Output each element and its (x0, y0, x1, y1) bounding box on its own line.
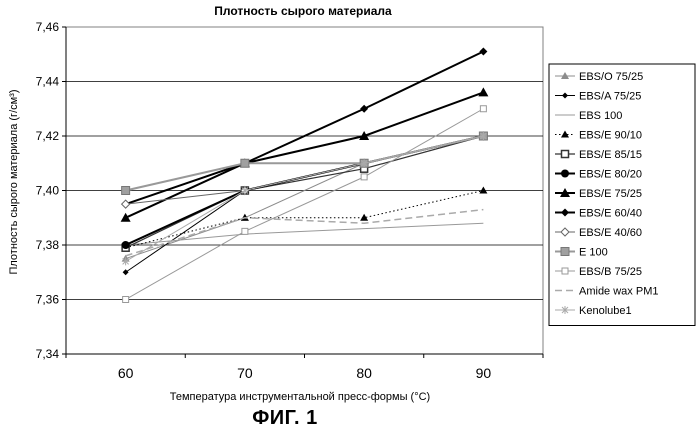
series-marker (480, 106, 486, 112)
x-tick-label: 80 (356, 365, 372, 381)
x-tick-label: 70 (237, 365, 253, 381)
legend-label: EBS/E 90/10 (579, 130, 642, 142)
series-marker (241, 159, 249, 167)
x-axis-label: Температура инструментальной пресс-формы… (170, 391, 430, 403)
y-axis-ticks: 7,34 7,36 7,38 7,40 7,42 7,44 7,46 (36, 20, 66, 361)
legend-label: EBS/E 60/40 (579, 208, 642, 220)
legend-label: Kenolube1 (579, 305, 632, 317)
series-marker (361, 174, 367, 180)
y-tick-label: 7,34 (36, 347, 60, 361)
series-marker (123, 297, 129, 303)
legend-label: EBS/B 75/25 (579, 266, 642, 278)
figure-caption: ФИГ. 1 (0, 407, 570, 430)
series-marker (561, 170, 569, 178)
legend: EBS/O 75/25 EBS/A 75/25 EBS 100 EBS/E 90/10… (549, 64, 695, 326)
x-axis-ticks: 60 70 80 90 (66, 354, 543, 381)
series-marker (122, 241, 130, 249)
y-tick-label: 7,40 (36, 184, 60, 198)
chart: Плотность сырого материала 7,347,367,387… (0, 0, 699, 405)
x-tick-label: 60 (118, 365, 134, 381)
series-marker (562, 268, 568, 274)
y-tick-label: 7,46 (36, 20, 60, 34)
legend-label: EBS/E 85/15 (579, 149, 642, 161)
legend-label: E 100 (579, 247, 608, 259)
y-tick-label: 7,38 (36, 238, 60, 252)
series-marker (562, 151, 569, 158)
legend-label: EBS/O 75/25 (579, 71, 643, 83)
y-tick-label: 7,36 (36, 293, 60, 307)
legend-label: EBS/E 40/60 (579, 227, 642, 239)
series-marker (122, 187, 130, 195)
y-tick-label: 7,44 (36, 75, 60, 89)
x-tick-label: 90 (476, 365, 492, 381)
legend-label: EBS/A 75/25 (579, 91, 641, 103)
chart-title: Плотность сырого материала (214, 4, 392, 18)
legend-label: EBS/E 80/20 (579, 169, 642, 181)
legend-label: Amide wax PM1 (579, 286, 658, 298)
y-tick-label: 7,42 (36, 129, 60, 143)
legend-label: EBS/E 75/25 (579, 188, 642, 200)
y-axis-label: Плотность сырого материала (г/см³) (8, 89, 20, 274)
series-marker (242, 228, 248, 234)
legend-label: EBS 100 (579, 110, 622, 122)
series-marker (561, 248, 569, 256)
